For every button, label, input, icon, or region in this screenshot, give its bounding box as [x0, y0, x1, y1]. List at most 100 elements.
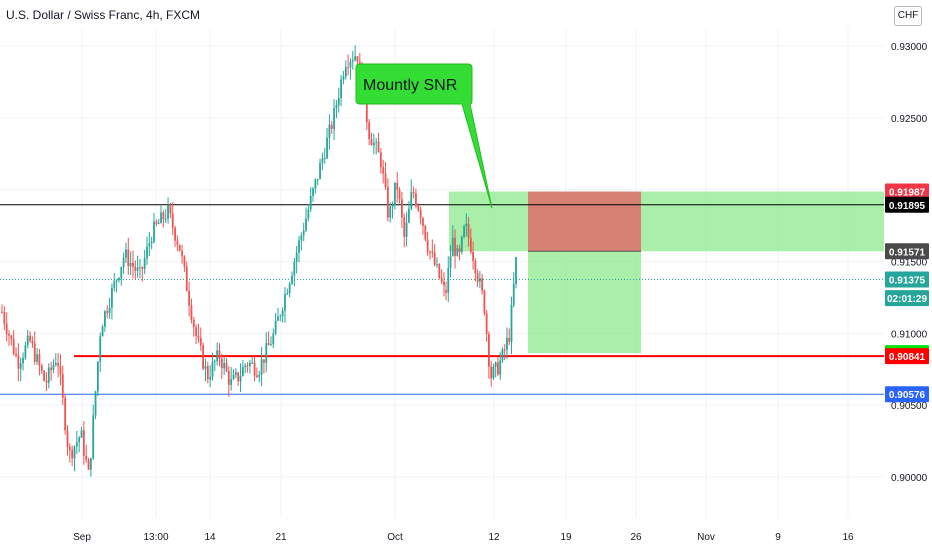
candle-body — [277, 316, 279, 321]
candle-body — [382, 167, 385, 174]
stop-zone — [528, 191, 641, 252]
candle-body — [497, 362, 499, 375]
candle-body — [101, 326, 104, 337]
candle-body — [401, 199, 403, 218]
candle-body — [321, 158, 324, 163]
candle-body — [463, 226, 465, 237]
candle-body — [108, 307, 111, 313]
candle-body — [302, 230, 305, 236]
candle-body — [148, 243, 151, 247]
candle-body — [326, 137, 328, 159]
candle-body — [379, 152, 382, 168]
x-tick-label: Nov — [697, 532, 715, 543]
candle-body — [54, 362, 57, 365]
candle-body — [312, 188, 314, 197]
x-tick-label: 14 — [204, 532, 216, 543]
candle-body — [410, 192, 413, 209]
candle-body — [199, 337, 202, 346]
candle-body — [40, 365, 43, 372]
x-tick-label: 13:00 — [143, 532, 168, 543]
candle-body — [141, 267, 144, 269]
candle-body — [239, 375, 242, 382]
candle-body — [485, 313, 488, 335]
candle-body — [349, 61, 352, 68]
candle-body — [120, 267, 123, 278]
candle-body — [256, 375, 258, 377]
candle-body — [506, 337, 508, 350]
candle-body — [314, 179, 317, 189]
candle-body — [220, 358, 223, 369]
candle-body — [305, 218, 307, 231]
candle-body — [183, 256, 186, 267]
candle-body — [263, 359, 265, 363]
candle-body — [467, 223, 470, 238]
candle-body — [351, 60, 354, 62]
price-tag-label: 02:01:29 — [887, 294, 927, 305]
candle-body — [316, 179, 319, 181]
candle-body — [375, 141, 378, 143]
candle-body — [192, 319, 195, 328]
candle-body — [253, 362, 256, 376]
candle-body — [171, 213, 174, 228]
candle-body — [47, 367, 50, 383]
candle-body — [415, 193, 417, 206]
candle-body — [492, 366, 495, 379]
position-zones — [449, 191, 884, 354]
candle-body — [185, 266, 188, 292]
candle-body — [92, 415, 95, 459]
candle-body — [295, 252, 298, 262]
candle-body — [10, 335, 13, 339]
candle-body — [143, 258, 146, 269]
candle-body — [370, 139, 373, 146]
candle-body — [347, 67, 350, 69]
candle-body — [328, 124, 331, 138]
candle-body — [22, 357, 24, 364]
candle-body — [319, 162, 321, 180]
candle-body — [445, 290, 447, 293]
candle-body — [405, 222, 408, 237]
candle-body — [279, 315, 282, 317]
currency-button[interactable]: CHF — [894, 6, 922, 26]
candle-body — [267, 343, 270, 346]
price-tag — [885, 386, 929, 403]
candle-body — [230, 378, 233, 385]
candle-body — [449, 256, 452, 269]
chart-title: U.S. Dollar / Swiss Franc, 4h, FXCM — [6, 8, 201, 22]
candle-body — [451, 237, 454, 257]
candle-body — [368, 122, 371, 140]
candle-body — [181, 250, 183, 257]
candle-body — [202, 345, 205, 369]
candle-body — [460, 236, 463, 252]
candle-body — [125, 249, 127, 258]
candle-body — [15, 353, 17, 356]
candle-body — [377, 141, 380, 153]
candle-body — [465, 223, 468, 227]
candle-body — [176, 240, 179, 245]
candle-body — [436, 264, 438, 266]
candle-body — [237, 372, 240, 382]
candle-body — [103, 311, 106, 327]
candle-body — [115, 280, 118, 282]
x-tick-label: 9 — [775, 532, 781, 543]
candle-body — [169, 205, 172, 214]
candle-body — [209, 376, 212, 380]
candle-body — [474, 260, 477, 274]
candle-body — [50, 367, 53, 370]
candle-body — [57, 362, 60, 367]
candle-body — [337, 97, 340, 106]
candle-body — [342, 76, 345, 80]
x-tick-label: Sep — [73, 532, 91, 543]
candle-body — [129, 262, 132, 267]
x-tick-label: 12 — [488, 532, 500, 543]
candle-body — [45, 380, 48, 383]
candle-body — [96, 361, 99, 392]
candle-body — [52, 364, 55, 370]
candle-body — [293, 261, 296, 276]
candle-body — [118, 277, 120, 281]
candle-body — [286, 293, 289, 295]
candle-body — [330, 124, 333, 129]
candle-body — [132, 262, 134, 267]
candle-body — [234, 372, 237, 375]
y-tick-label: 0.90500 — [891, 401, 928, 412]
